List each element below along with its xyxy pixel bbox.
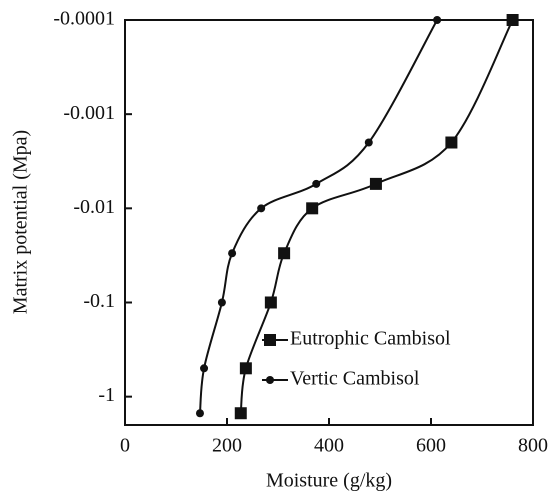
y-tick-label: -1 bbox=[98, 384, 115, 406]
plot-frame bbox=[124, 19, 534, 426]
y-tick-label: -0.1 bbox=[83, 290, 115, 312]
marker-circle bbox=[228, 249, 237, 258]
y-tick-label: -0.001 bbox=[63, 102, 115, 124]
y-axis-label: Matrix potential (Mpa) bbox=[10, 130, 32, 314]
x-tick-label: 0 bbox=[120, 435, 130, 457]
marker-circle bbox=[433, 16, 442, 24]
marker-circle bbox=[257, 204, 266, 213]
marker-square bbox=[264, 334, 276, 346]
marker-square bbox=[369, 177, 382, 190]
marker-square bbox=[264, 296, 277, 309]
series-line bbox=[239, 19, 514, 414]
marker-square bbox=[445, 136, 458, 149]
y-tick-label: -0.01 bbox=[73, 196, 115, 218]
y-tick-label: -0.0001 bbox=[53, 8, 115, 30]
legend-label: Eutrophic Cambisol bbox=[290, 328, 451, 350]
marker-square bbox=[239, 362, 252, 375]
marker-circle bbox=[195, 409, 204, 418]
marker-circle bbox=[364, 138, 373, 147]
x-tick-label: 400 bbox=[314, 435, 344, 457]
marker-circle bbox=[200, 364, 209, 373]
series-line bbox=[198, 19, 438, 414]
marker-square bbox=[278, 247, 291, 260]
x-axis-label: Moisture (g/kg) bbox=[266, 470, 392, 492]
x-tick-label: 800 bbox=[518, 435, 548, 457]
marker-circle bbox=[217, 298, 226, 307]
marker-circle bbox=[266, 376, 274, 384]
marker-square bbox=[506, 14, 519, 26]
marker-circle bbox=[312, 179, 321, 188]
marker-square bbox=[306, 202, 319, 215]
x-tick-label: 200 bbox=[212, 435, 242, 457]
x-tick-label: 600 bbox=[416, 435, 446, 457]
marker-square bbox=[234, 407, 247, 420]
legend-label: Vertic Cambisol bbox=[290, 368, 420, 390]
